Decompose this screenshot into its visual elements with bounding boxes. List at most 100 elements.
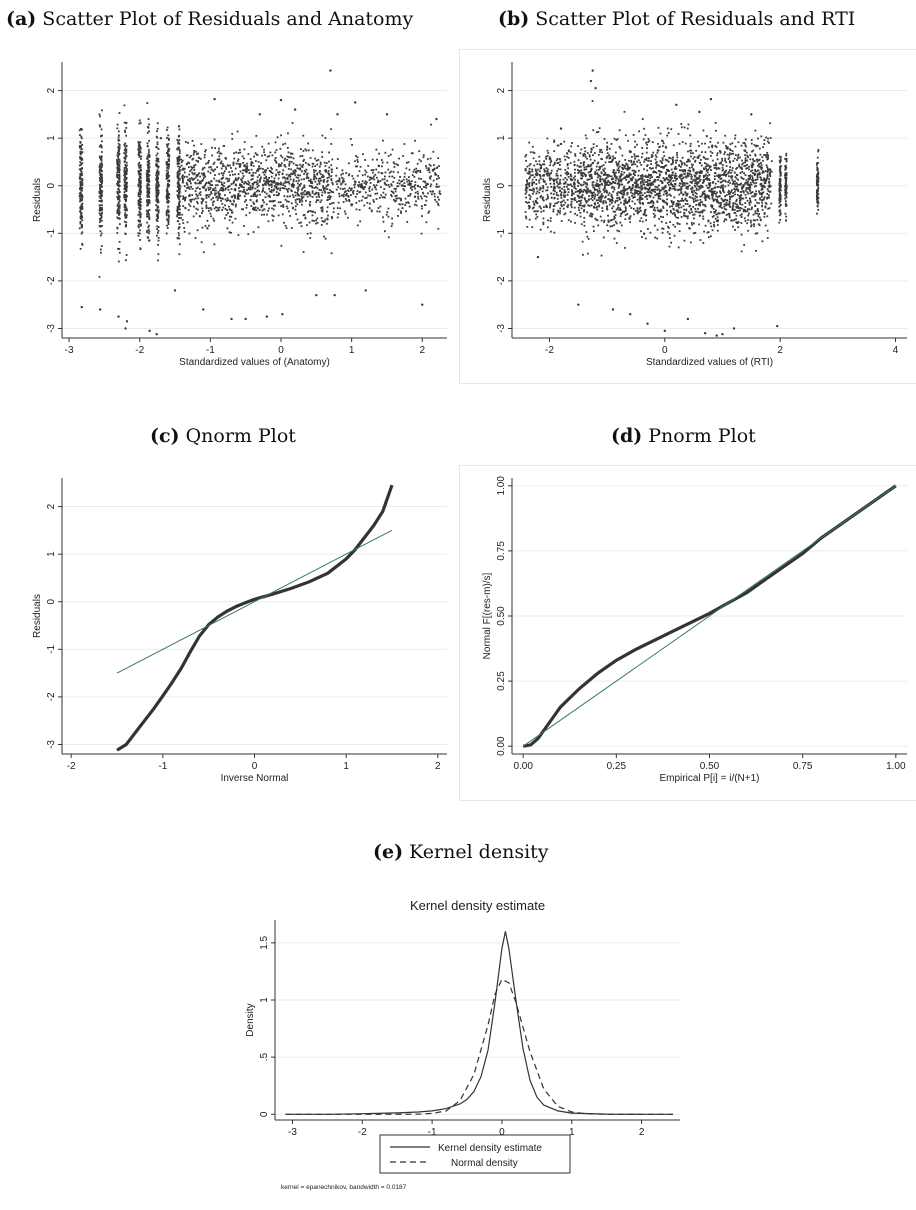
scatter-point (256, 182, 259, 185)
scatter-point (620, 174, 623, 177)
scatter-point (257, 184, 260, 187)
scatter-point (343, 180, 345, 183)
scatter-point (609, 225, 612, 228)
scatter-point (296, 164, 299, 167)
scatter-point (606, 191, 608, 194)
scatter-point (325, 169, 327, 172)
scatter-point (118, 164, 121, 167)
scatter-point (118, 181, 121, 183)
scatter-point (79, 193, 82, 195)
scatter-point (124, 198, 126, 201)
scatter-point (616, 207, 619, 210)
scatter-point (677, 189, 680, 192)
scatter-point (651, 154, 653, 156)
scatter-point (328, 160, 330, 163)
scatter-point (694, 210, 697, 213)
scatter-point (118, 184, 121, 187)
scatter-point (542, 199, 545, 202)
scatter-point (610, 195, 613, 197)
scatter-point (685, 160, 688, 163)
scatter-point (193, 149, 196, 152)
scatter-point (606, 207, 608, 210)
scatter-point (147, 188, 149, 191)
scatter-point (707, 220, 710, 223)
scatter-point (176, 182, 179, 185)
scatter-point (213, 200, 215, 203)
scatter-point (583, 224, 586, 227)
scatter-point (559, 160, 562, 163)
scatter-point (264, 169, 267, 172)
scatter-point (302, 214, 305, 217)
scatter-point (303, 185, 306, 188)
scatter-point (275, 191, 278, 193)
scatter-point (269, 151, 272, 154)
scatter-point (267, 182, 270, 185)
scatter-point (410, 180, 413, 182)
scatter-point (383, 188, 386, 190)
scatter-point (421, 303, 424, 306)
scatter-point (139, 219, 141, 222)
scatter-point (592, 143, 595, 146)
scatter-point (221, 197, 224, 200)
scatter-point (569, 162, 572, 165)
scatter-point (681, 162, 683, 165)
scatter-point (166, 227, 169, 229)
scatter-point (309, 194, 312, 197)
scatter-point (559, 210, 562, 213)
scatter-point (305, 168, 308, 171)
scatter-point (707, 164, 710, 167)
scatter-point (600, 182, 603, 185)
scatter-point (98, 113, 101, 116)
scatter-point (322, 176, 325, 179)
scatter-point (428, 163, 431, 166)
scatter-point (649, 206, 652, 208)
scatter-point (218, 193, 221, 196)
scatter-point (712, 194, 714, 196)
scatter-point (643, 212, 646, 215)
scatter-point (662, 200, 664, 203)
scatter-point (430, 183, 433, 186)
scatter-point (80, 195, 83, 198)
scatter-point (405, 167, 408, 170)
scatter-point (571, 142, 573, 144)
scatter-point (98, 218, 101, 220)
scatter-point (600, 198, 603, 201)
scatter-point (243, 141, 246, 143)
scatter-point (183, 230, 186, 233)
scatter-point (146, 231, 148, 234)
scatter-point (553, 180, 555, 183)
scatter-point (662, 140, 664, 143)
scatter-point (649, 177, 652, 180)
scatter-point (250, 146, 253, 148)
scatter-point (538, 191, 541, 194)
scatter-point (217, 191, 220, 193)
scatter-point (438, 198, 440, 201)
scatter-point (634, 146, 636, 148)
scatter-point (616, 182, 619, 185)
scatter-point (356, 190, 359, 192)
scatter-point (699, 158, 702, 161)
scatter-point (124, 209, 127, 212)
scatter-point (148, 159, 150, 162)
scatter-point (622, 189, 624, 192)
scatter-point (257, 207, 259, 210)
scatter-point (678, 193, 681, 196)
scatter-point (584, 155, 587, 158)
scatter-point (599, 180, 602, 183)
scatter-point (213, 97, 216, 101)
scatter-point (645, 159, 648, 161)
scatter-point (228, 205, 230, 208)
scatter-point (81, 244, 84, 246)
scatter-point (263, 208, 266, 211)
scatter-point (693, 213, 696, 216)
scatter-point (289, 175, 292, 178)
scatter-point (177, 227, 180, 230)
scatter-point (116, 152, 119, 154)
scatter-point (536, 173, 539, 176)
scatter-point (178, 152, 181, 155)
scatter-point (118, 167, 121, 170)
scatter-point (98, 183, 101, 186)
scatter-point (404, 204, 407, 206)
scatter-point (256, 176, 259, 178)
scatter-point (155, 154, 158, 157)
